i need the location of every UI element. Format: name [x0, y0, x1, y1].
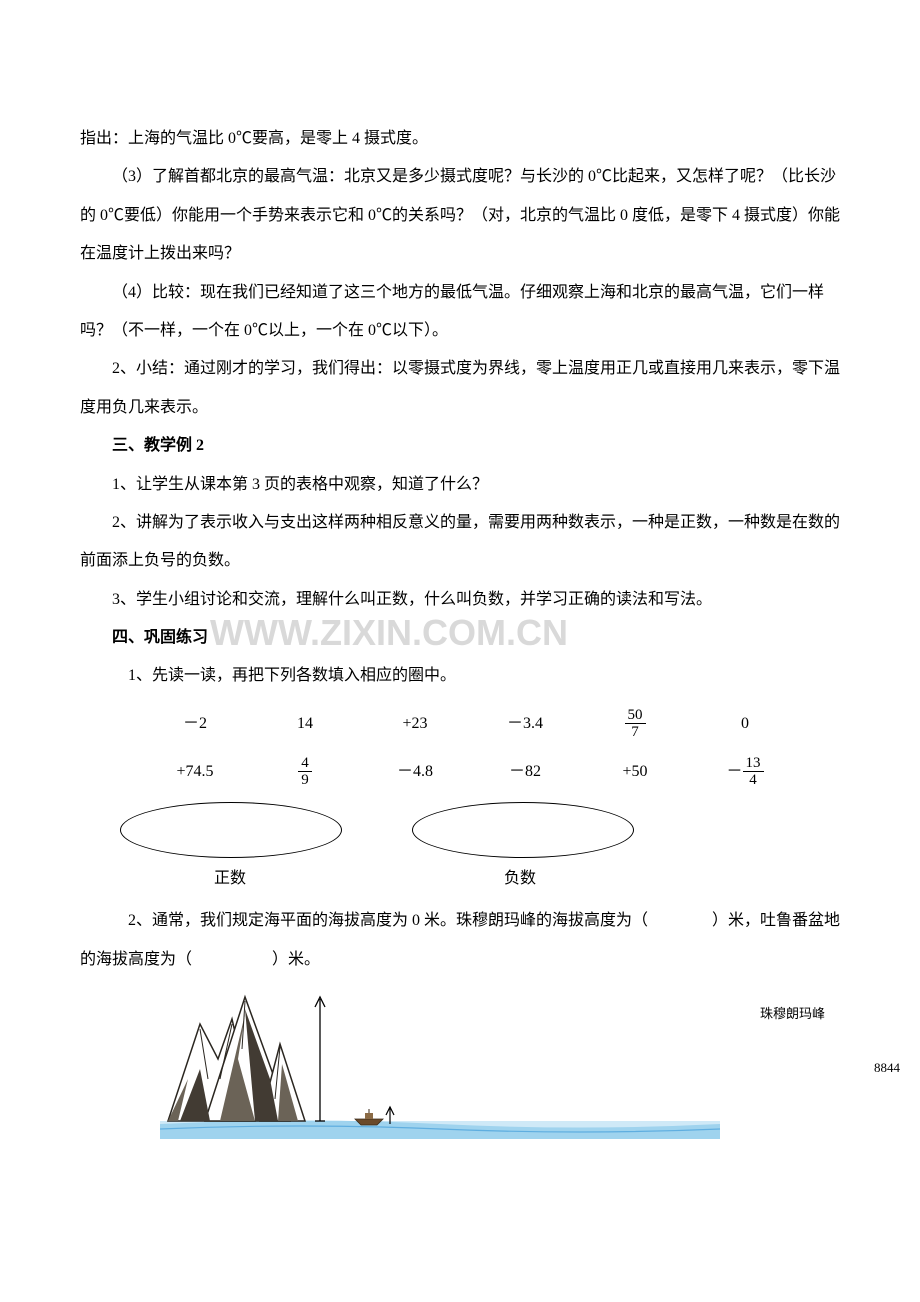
paragraph-5: 1、让学生从课本第 3 页的表格中观察，知道了什么？	[80, 466, 840, 504]
heading-section-4: 四、巩固练习	[80, 619, 840, 657]
side-number: 8844	[874, 1052, 900, 1083]
fraction-denominator: 9	[298, 772, 312, 789]
paragraph-1: 指出：上海的气温比 0℃要高，是零上 4 摄式度。	[80, 120, 840, 158]
fraction-denominator: 4	[743, 772, 764, 789]
ellipse-labels-row: 正数 负数	[120, 860, 840, 898]
fraction-sign: －	[726, 753, 742, 791]
num-cell-fraction: 4 9	[250, 753, 360, 791]
ellipse-positive	[120, 802, 342, 858]
num-cell: +23	[360, 705, 470, 743]
num-cell: －82	[470, 753, 580, 791]
mountain-svg	[160, 989, 720, 1139]
number-list: －2 14 +23 －3.4 50 7 0 +74.5 4 9	[140, 700, 840, 796]
paragraph-7: 3、学生小组讨论和交流，理解什么叫正数，什么叫负数，并学习正确的读法和写法。	[80, 581, 840, 619]
num-cell: －3.4	[470, 705, 580, 743]
label-positive: 正数	[120, 860, 340, 898]
document-body: 指出：上海的气温比 0℃要高，是零上 4 摄式度。 （3）了解首都北京的最高气温…	[80, 120, 840, 1139]
number-row-2: +74.5 4 9 －4.8 －82 +50 － 13 4	[140, 748, 840, 796]
num-cell: 0	[690, 705, 800, 743]
paragraph-2: （3）了解首都北京的最高气温：北京又是多少摄式度呢？与长沙的 0℃比起来，又怎样…	[80, 158, 840, 273]
paragraph-6: 2、讲解为了表示收入与支出这样两种相反意义的量，需要用两种数表示，一种是正数，一…	[80, 504, 840, 581]
mountain-figure-row: 珠穆朗玛峰	[160, 989, 840, 1139]
fraction-numerator: 4	[298, 755, 312, 773]
exercise-2: 2、通常，我们规定海平面的海拔高度为 0 米。珠穆朗玛峰的海拔高度为（ ）米，吐…	[80, 902, 840, 979]
num-cell: －4.8	[360, 753, 470, 791]
fraction-denominator: 7	[625, 724, 646, 741]
mountain-label: 珠穆朗玛峰	[760, 998, 825, 1029]
num-cell-fraction: 50 7	[580, 705, 690, 743]
label-negative: 负数	[410, 860, 630, 898]
paragraph-4: 2、小结：通过刚才的学习，我们得出：以零摄式度为界线，零上温度用正几或直接用几来…	[80, 350, 840, 427]
num-cell: －2	[140, 705, 250, 743]
num-cell: +74.5	[140, 753, 250, 791]
exercise-1-intro: 1、先读一读，再把下列各数填入相应的圈中。	[80, 657, 840, 695]
fraction-numerator: 13	[743, 755, 764, 773]
mountain-illustration	[160, 989, 720, 1139]
num-cell: 14	[250, 705, 360, 743]
paragraph-3: （4）比较：现在我们已经知道了这三个地方的最低气温。仔细观察上海和北京的最高气温…	[80, 274, 840, 351]
heading-section-3: 三、教学例 2	[80, 427, 840, 465]
num-cell: +50	[580, 753, 690, 791]
ellipse-negative	[412, 802, 634, 858]
num-cell-fraction: － 13 4	[690, 753, 800, 791]
classification-ellipses	[120, 802, 840, 858]
number-row-1: －2 14 +23 －3.4 50 7 0	[140, 700, 840, 748]
fraction-numerator: 50	[625, 707, 646, 725]
